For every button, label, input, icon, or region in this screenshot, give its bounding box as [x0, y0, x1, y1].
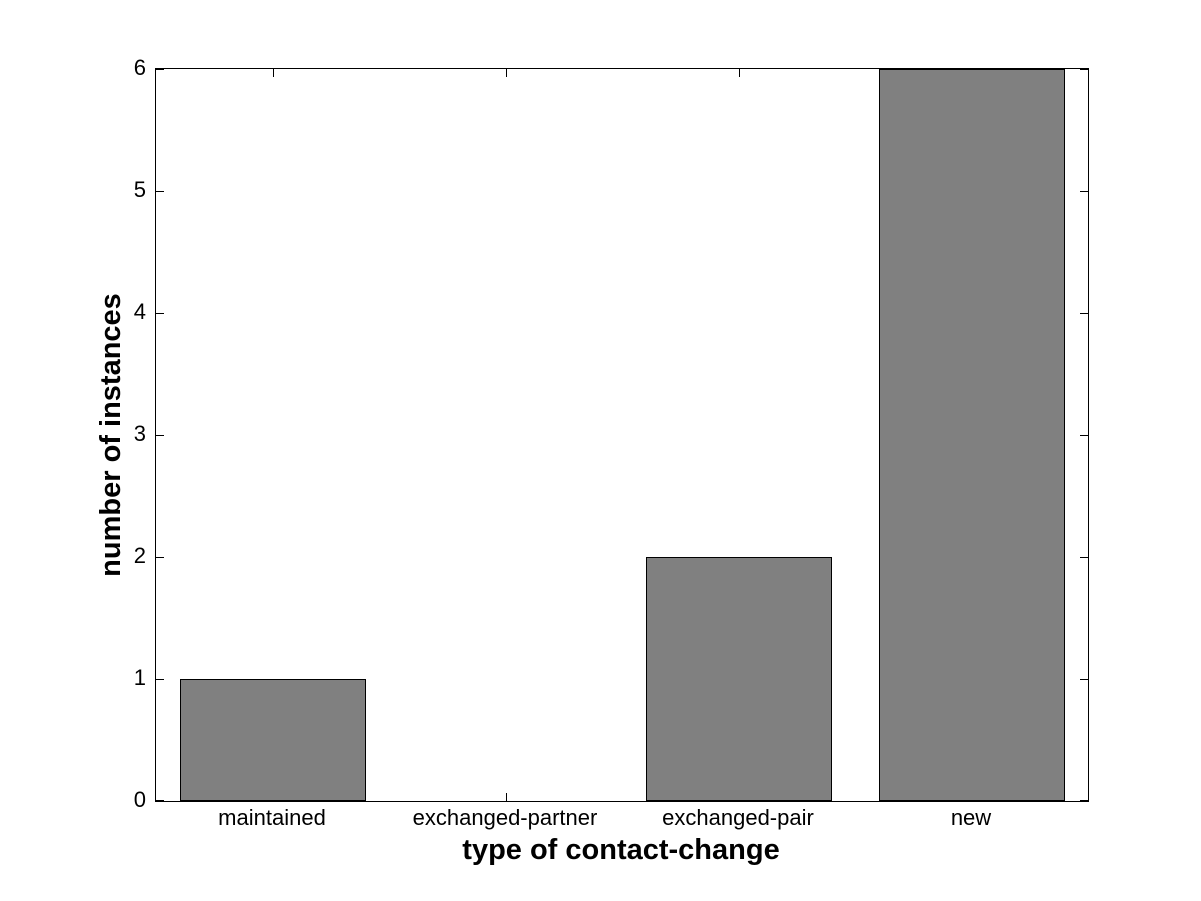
y-tick-mark-right: [1080, 800, 1088, 801]
bar-exchanged-pair: [646, 557, 832, 801]
y-tick-mark-left: [156, 69, 164, 70]
x-tick-mark-top: [739, 69, 740, 77]
x-tick-label: new: [950, 805, 992, 830]
y-tick-mark-left: [156, 435, 164, 436]
y-tick-mark-left: [156, 313, 164, 314]
x-tick-mark-bottom: [506, 793, 507, 801]
x-tick-mark-top: [273, 69, 274, 77]
y-tick-mark-left: [156, 800, 164, 801]
y-tick-label: 1: [133, 665, 146, 690]
y-tick-label: 0: [133, 787, 146, 812]
x-tick-label: maintained: [218, 805, 326, 830]
x-axis-label: type of contact-change: [462, 834, 780, 866]
x-tick-label: exchanged-pair: [662, 805, 814, 830]
x-tick-label: exchanged-partner: [412, 805, 598, 830]
y-tick-mark-right: [1080, 313, 1088, 314]
y-tick-mark-left: [156, 679, 164, 680]
x-tick-mark-top: [506, 69, 507, 77]
y-tick-label: 2: [133, 543, 146, 568]
y-tick-label: 6: [133, 55, 146, 80]
bar-new: [879, 69, 1065, 801]
y-tick-mark-left: [156, 191, 164, 192]
y-tick-mark-right: [1080, 679, 1088, 680]
bar-maintained: [180, 679, 366, 801]
y-tick-label: 4: [133, 299, 146, 324]
y-tick-mark-right: [1080, 191, 1088, 192]
y-tick-mark-right: [1080, 69, 1088, 70]
y-tick-label: 5: [133, 177, 146, 202]
y-tick-mark-right: [1080, 557, 1088, 558]
plot-area: [155, 68, 1089, 802]
y-tick-mark-left: [156, 557, 164, 558]
y-tick-mark-right: [1080, 435, 1088, 436]
y-tick-label: 3: [133, 421, 146, 446]
